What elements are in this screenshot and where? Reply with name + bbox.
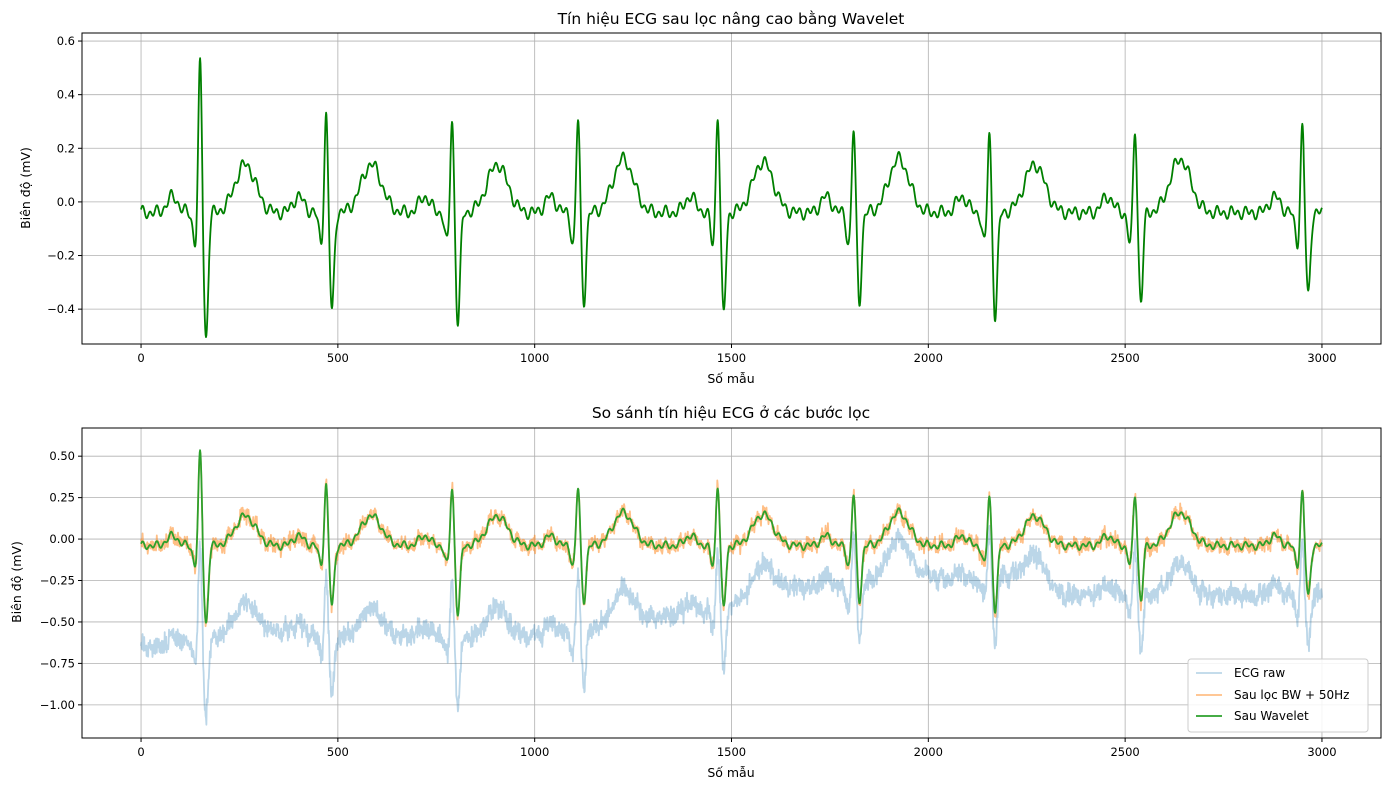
legend-label-bw: Sau lọc BW + 50Hz [1234,688,1349,702]
series-line-wavelet [140,57,1323,338]
y-tick-label: 0.50 [49,449,75,463]
y-tick-label: 0.2 [57,141,75,155]
bottom-plot-area: 0 500 1000 1500 2000 2500 3000 −1.00 −0.75 −0.50 −… [40,427,1382,759]
x-tick-label: 1000 [520,745,549,759]
x-tick-label: 2500 [1110,745,1139,759]
top-subplot: Tín hiệu ECG sau lọc nâng cao bằng Wavel… [18,10,1382,386]
bottom-subplot: So sánh tín hiệu ECG ở các bước lọc 0 500… [9,404,1382,780]
y-tick-label: −0.75 [40,656,75,670]
x-tick-label: 0 [137,351,144,365]
y-tick-label: −0.2 [47,249,75,263]
y-tick-label: −0.25 [40,574,75,588]
top-chart-title: Tín hiệu ECG sau lọc nâng cao bằng Wavel… [557,10,905,28]
bottom-chart-title: So sánh tín hiệu ECG ở các bước lọc [592,404,870,422]
y-tick-label: 0.0 [57,195,75,209]
x-tick-label: 1500 [717,351,746,365]
y-tick-label: 0.00 [49,532,75,546]
bottom-x-axis-label: Số mẫu [707,765,754,780]
y-tick-label: −1.00 [40,698,75,712]
x-tick-label: 3000 [1307,745,1336,759]
y-tick-label: 0.25 [49,491,75,505]
top-y-axis-label: Biên độ (mV) [18,147,33,229]
y-tick-label: −0.50 [40,615,75,629]
legend: ECG raw Sau lọc BW + 50Hz Sau Wavelet [1187,658,1369,733]
x-tick-label: 1500 [717,745,746,759]
top-x-axis-label: Số mẫu [707,371,754,386]
legend-frame [1187,658,1369,733]
x-tick-label: 2500 [1110,351,1139,365]
x-tick-label: 2000 [914,351,943,365]
x-tick-label: 1000 [520,351,549,365]
legend-label-wavelet: Sau Wavelet [1234,709,1309,723]
y-tick-label: 0.4 [57,88,75,102]
y-tick-label: −0.4 [47,302,75,316]
x-tick-label: 3000 [1307,351,1336,365]
bottom-y-axis-label: Biên độ (mV) [9,541,24,623]
x-tick-label: 0 [137,745,144,759]
x-tick-label: 2000 [914,745,943,759]
x-tick-label: 500 [327,351,349,365]
top-plot-area: 0 500 1000 1500 2000 2500 3000 −0.4 −0.2 0.0 0.2 0.… [47,32,1382,365]
series-line-wavelet [140,449,1323,624]
y-tick-label: 0.6 [57,34,75,48]
x-tick-label: 500 [327,745,349,759]
legend-label-ecg-raw: ECG raw [1234,666,1285,680]
series-line-raw [140,524,1323,726]
